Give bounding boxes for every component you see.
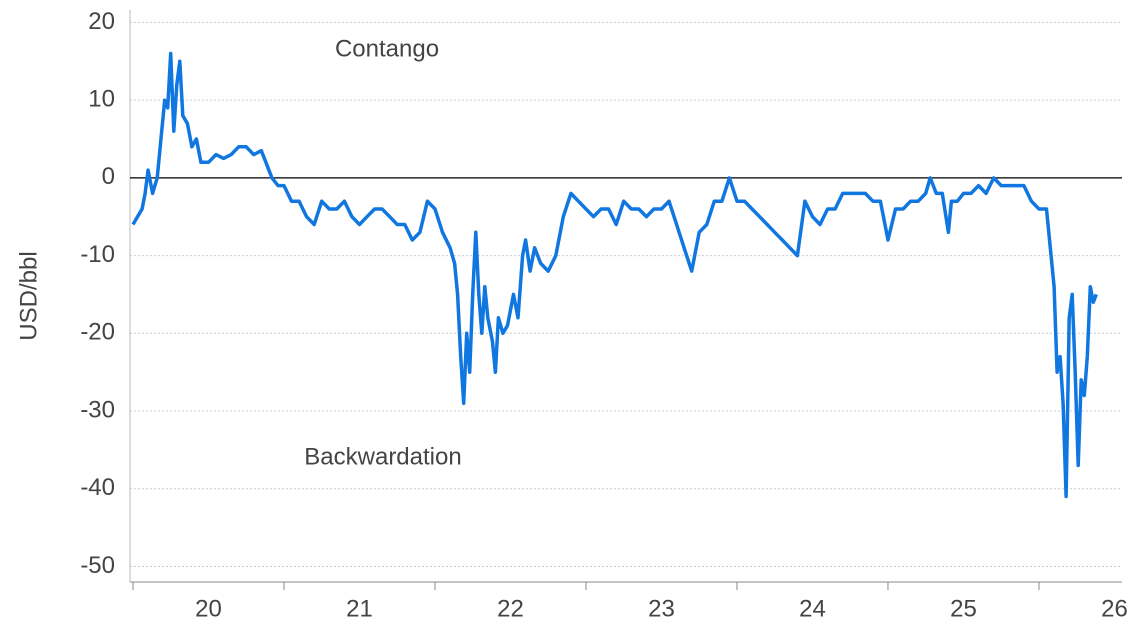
y-tick-label: 20 xyxy=(88,8,115,35)
y-tick-label: -20 xyxy=(80,319,115,346)
data-line xyxy=(131,51,1098,499)
annotation: Backwardation xyxy=(304,443,461,470)
y-tick-label: -40 xyxy=(80,474,115,501)
y-tick-label: 10 xyxy=(88,85,115,112)
x-tick-label: 23 xyxy=(648,595,675,622)
x-tick-label: 24 xyxy=(799,595,826,622)
y-axis-label: USD/bbl xyxy=(15,251,42,340)
y-tick-label: -10 xyxy=(80,241,115,268)
y-tick-label: -50 xyxy=(80,552,115,579)
y-tick-label: 0 xyxy=(102,163,115,190)
x-tick-label: 21 xyxy=(346,595,373,622)
x-tick-label: 26 xyxy=(1101,595,1128,622)
x-tick-label: 20 xyxy=(195,595,222,622)
x-tick-label: 22 xyxy=(497,595,524,622)
x-tick-label: 25 xyxy=(950,595,977,622)
annotation: Contango xyxy=(335,35,439,62)
y-tick-label: -30 xyxy=(80,396,115,423)
